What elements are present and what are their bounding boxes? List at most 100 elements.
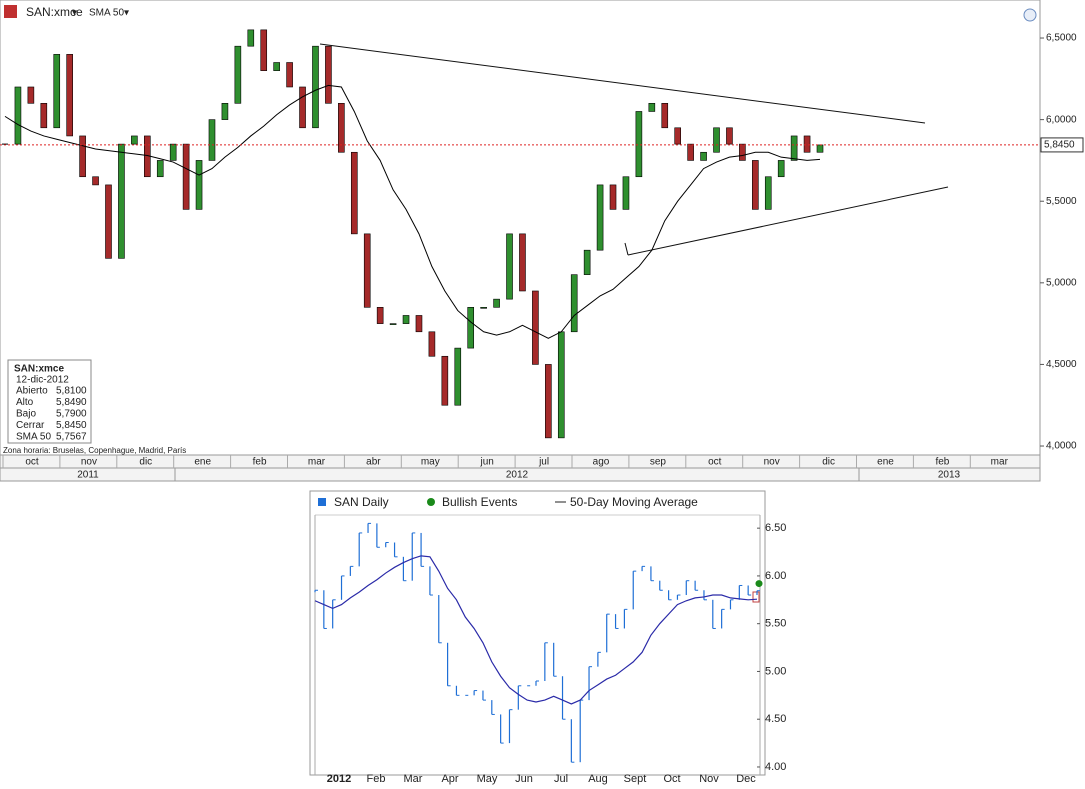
month-label: Dec	[736, 773, 756, 785]
month-label: jun	[480, 457, 494, 468]
candle	[338, 103, 345, 153]
candle	[286, 62, 293, 88]
info-value: 5,8100	[56, 386, 87, 397]
trend-line	[624, 242, 629, 256]
info-value: 5,7900	[56, 409, 87, 420]
candle	[764, 176, 772, 210]
candle	[156, 160, 164, 178]
y-tick-label: 4.00	[765, 761, 786, 773]
symbol-label[interactable]: SAN:xmce	[26, 5, 83, 19]
info-value: 5,8490	[56, 397, 87, 408]
candle	[92, 176, 99, 186]
y-tick-label: 4,5000	[1046, 359, 1077, 370]
plot-area	[0, 0, 1041, 456]
info-label: SMA 50	[16, 432, 51, 443]
y-tick-label: 4.50	[765, 713, 786, 725]
candle	[752, 160, 759, 210]
candle	[739, 143, 746, 161]
month-label: ene	[194, 457, 211, 468]
candle	[674, 127, 681, 145]
month-label: mar	[991, 457, 1009, 468]
candle	[467, 307, 475, 349]
candle	[726, 127, 733, 145]
candle	[79, 135, 86, 178]
month-label: Oct	[663, 773, 680, 785]
info-label: Alto	[16, 397, 34, 408]
dropdown-arrow[interactable]: ▾	[72, 8, 77, 19]
candle	[105, 184, 112, 259]
y-tick-label: 5.50	[765, 618, 786, 630]
candle	[66, 54, 73, 137]
info-box	[7, 359, 92, 444]
legend-label: SAN Daily	[334, 495, 389, 509]
candle	[389, 323, 397, 325]
candle	[53, 54, 61, 129]
candle	[545, 364, 552, 439]
candle	[570, 274, 578, 333]
month-label: feb	[253, 457, 267, 468]
candle	[480, 307, 487, 309]
candle	[803, 135, 811, 153]
candle	[14, 86, 22, 145]
legend-label: 50-Day Moving Average	[570, 495, 698, 509]
trend-line	[627, 186, 949, 256]
candle	[687, 143, 694, 161]
month-label: dic	[822, 457, 835, 468]
candle	[273, 62, 280, 71]
dropdown-arrow[interactable]: ▾	[124, 8, 129, 19]
sma-line	[4, 84, 821, 339]
month-label: ene	[877, 457, 894, 468]
timezone-note: Zona horaria: Bruselas, Copenhague, Madr…	[3, 446, 186, 455]
candle	[118, 143, 125, 259]
clock-icon[interactable]	[1023, 8, 1037, 22]
candle	[402, 315, 410, 324]
month-label: may	[421, 457, 440, 468]
month-label: oct	[708, 457, 722, 468]
legend-swatch	[318, 498, 326, 506]
month-label: Feb	[367, 773, 386, 785]
month-label: Sept	[624, 773, 647, 785]
y-tick-label: 6,5000	[1046, 33, 1077, 44]
month-label: nov	[81, 457, 97, 468]
month-label: nov	[764, 457, 780, 468]
candle	[221, 103, 229, 120]
candle	[506, 233, 513, 300]
candle	[700, 151, 707, 161]
candle	[376, 307, 384, 324]
candle	[454, 347, 462, 406]
candle	[777, 160, 785, 178]
month-label: feb	[935, 457, 949, 468]
candle	[583, 249, 591, 275]
year-label: 2012	[506, 470, 529, 481]
y-tick-label: 6.50	[765, 522, 786, 534]
last-price-box	[1040, 137, 1084, 153]
info-label: Cerrar	[16, 420, 45, 431]
candle	[169, 143, 177, 161]
candle	[131, 135, 138, 145]
candle	[609, 184, 617, 210]
candle	[363, 233, 371, 308]
y-tick-label: 4,0000	[1046, 441, 1077, 452]
month-label: 2012	[327, 773, 351, 785]
info-date: 12-dic-2012	[16, 375, 69, 386]
month-label: Aug	[588, 773, 608, 785]
candle	[182, 143, 190, 210]
month-label: mar	[308, 457, 326, 468]
candle	[596, 184, 604, 251]
candle	[557, 331, 565, 439]
candle	[661, 103, 669, 129]
candle	[428, 331, 436, 357]
candle	[195, 160, 203, 210]
candle	[519, 233, 526, 292]
indicator-label[interactable]: SMA 50	[89, 8, 124, 19]
month-label: May	[477, 773, 498, 785]
event-box	[752, 591, 760, 603]
candle	[350, 151, 358, 235]
candle	[816, 144, 824, 153]
y-tick-label: 6.00	[765, 570, 786, 582]
candle	[247, 29, 255, 47]
y-tick-label: 5,0000	[1046, 277, 1077, 288]
month-label: oct	[25, 457, 39, 468]
